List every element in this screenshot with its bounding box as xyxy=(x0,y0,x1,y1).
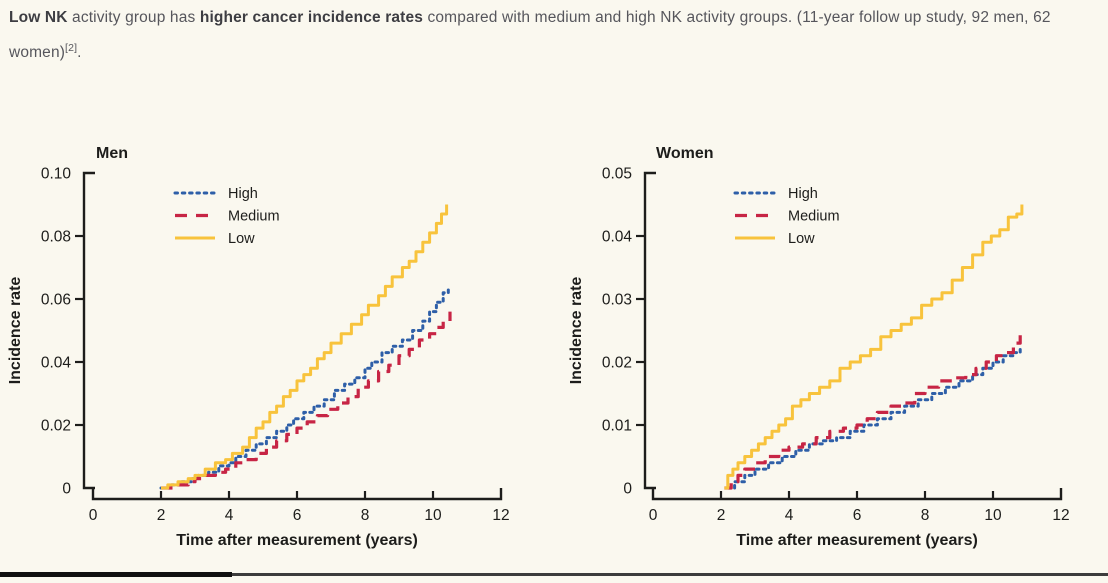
women-high-line xyxy=(726,344,1022,490)
men-y-tick-label: 0.08 xyxy=(41,229,71,246)
bottom-divider xyxy=(0,570,1108,578)
women-medium-line xyxy=(724,333,1022,490)
women-y-tick-label: 0.02 xyxy=(602,355,632,372)
men-plot-svg: Men 0 0.02 0.04 0.06 0.08 0.10 Incidence rate 0 2… xyxy=(7,145,510,549)
women-y-tick-label: 0.01 xyxy=(602,418,632,435)
men-x-axis-label: Time after measurement (years) xyxy=(176,532,418,549)
caption-segment-1: activity group has xyxy=(67,9,200,26)
women-legend-label-high: High xyxy=(788,186,818,202)
women-x-tick-label: 4 xyxy=(785,507,794,524)
men-x-tick-label: 2 xyxy=(157,507,166,524)
men-y-axis xyxy=(82,171,95,490)
women-y-axis xyxy=(643,171,656,490)
men-legend-label-low: Low xyxy=(228,231,255,247)
women-x-tick-label: 0 xyxy=(649,507,658,524)
women-low-line xyxy=(724,204,1024,490)
men-y-axis-label: Incidence rate xyxy=(7,277,24,385)
women-y-tick-label: 0 xyxy=(623,481,632,498)
women-x-tick-label: 10 xyxy=(984,507,1002,524)
women-incidence-chart: Women 0 0.01 0.02 0.03 0.04 0.05 Incidence rate… xyxy=(552,130,1108,578)
women-legend-label-low: Low xyxy=(788,231,815,247)
men-y-tick-label: 0.04 xyxy=(41,355,72,372)
women-y-axis-label: Incidence rate xyxy=(568,277,585,385)
caption-segment-0: Low NK xyxy=(9,9,68,26)
men-legend-label-medium: Medium xyxy=(228,209,280,225)
women-x-tick-label: 12 xyxy=(1052,507,1069,524)
men-x-tick-label: 12 xyxy=(492,507,509,524)
caption-segment-2: higher cancer incidence rates xyxy=(199,9,423,26)
women-x-tick-label: 8 xyxy=(921,507,930,524)
men-x-tick-label: 0 xyxy=(89,507,98,524)
women-title: Women xyxy=(656,145,713,162)
men-medium-line xyxy=(161,311,452,490)
women-legend-label-medium: Medium xyxy=(788,209,840,225)
women-x-tick-label: 2 xyxy=(717,507,726,524)
men-y-tick-label: 0 xyxy=(62,481,71,498)
women-y-tick-label: 0.05 xyxy=(602,166,632,183)
women-x-axis-label: Time after measurement (years) xyxy=(736,532,978,549)
caption-trailing: . xyxy=(77,44,82,62)
figure-caption: Low NK activity group has higher cancer … xyxy=(9,0,1101,68)
men-high-line xyxy=(159,284,450,490)
men-x-tick-label: 10 xyxy=(424,507,442,524)
caption-segment-3: compared with medium and high NK activit… xyxy=(9,9,1051,62)
men-y-tick-label: 0.02 xyxy=(41,418,71,435)
caption-reference-superscript: [2] xyxy=(65,42,78,54)
men-y-tick-label: 0.10 xyxy=(41,166,72,183)
men-y-tick-label: 0.06 xyxy=(41,292,71,309)
men-incidence-chart: Men 0 0.02 0.04 0.06 0.08 0.10 Incidence rate 0 2… xyxy=(0,130,548,578)
men-low-line xyxy=(161,204,449,490)
women-y-tick-label: 0.04 xyxy=(602,229,633,246)
men-x-tick-label: 4 xyxy=(225,507,234,524)
men-x-tick-label: 6 xyxy=(293,507,302,524)
women-plot-svg: Women 0 0.01 0.02 0.03 0.04 0.05 Incidence rate… xyxy=(568,145,1070,549)
women-y-tick-label: 0.03 xyxy=(602,292,632,309)
men-title: Men xyxy=(96,145,128,162)
women-x-tick-label: 6 xyxy=(853,507,862,524)
bottom-divider-track xyxy=(0,573,1108,576)
men-legend-label-high: High xyxy=(228,186,258,202)
bottom-divider-progress xyxy=(0,572,232,577)
men-x-tick-label: 8 xyxy=(361,507,370,524)
